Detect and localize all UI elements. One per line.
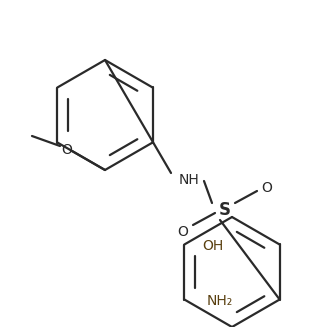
Text: O: O bbox=[178, 225, 188, 238]
Text: OH: OH bbox=[202, 239, 224, 253]
Text: O: O bbox=[261, 181, 273, 195]
Text: S: S bbox=[219, 201, 231, 219]
Text: NH: NH bbox=[179, 173, 200, 186]
Text: O: O bbox=[62, 143, 72, 157]
Text: NH₂: NH₂ bbox=[206, 294, 233, 308]
